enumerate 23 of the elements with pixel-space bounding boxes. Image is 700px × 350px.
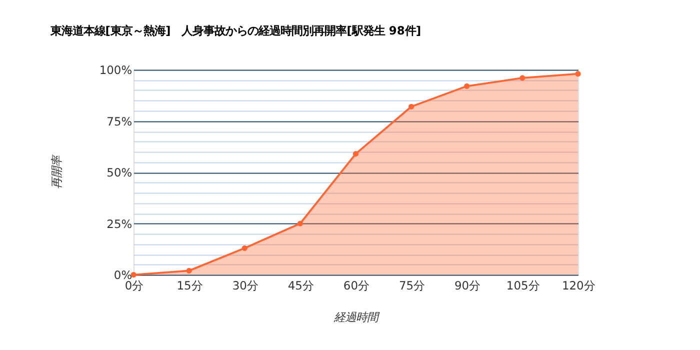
x-tick-label: 60分	[343, 278, 369, 293]
point	[575, 71, 581, 77]
point	[242, 245, 248, 251]
y-tick-label: 100%	[99, 63, 132, 78]
x-tick-label: 15分	[176, 278, 202, 293]
y-tick-label: 75%	[106, 114, 132, 128]
point	[297, 220, 303, 226]
point	[186, 268, 192, 274]
y-tick-label: 50%	[106, 166, 132, 180]
y-tick-label: 25%	[106, 216, 132, 231]
x-axis-title: 経過時間	[333, 310, 380, 324]
chart-title: 東海道本線[東京～熱海] 人身事故からの経過時間別再開率[駅発生 98件]	[49, 23, 422, 38]
point	[408, 104, 414, 110]
x-tick-label: 120分	[562, 278, 595, 293]
x-tick-label: 30分	[232, 278, 258, 293]
y-axis-title: 再開率	[49, 154, 64, 190]
x-tick-label: 75分	[398, 278, 425, 293]
point	[464, 83, 470, 89]
point	[520, 75, 526, 81]
x-tick-label: 105分	[506, 278, 540, 293]
x-tick-label: 45分	[288, 278, 314, 293]
point	[352, 151, 359, 157]
x-tick-label: 90分	[454, 278, 480, 293]
